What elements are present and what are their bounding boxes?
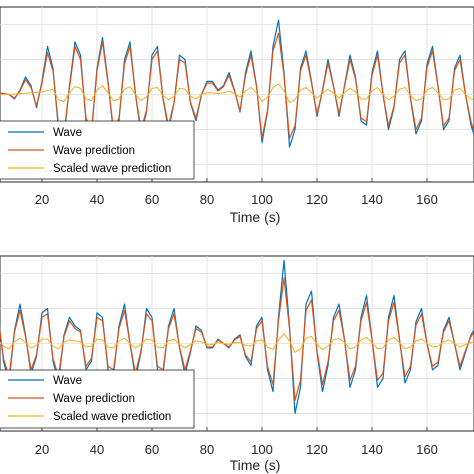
top-x-axis-title: Time (s): [230, 209, 281, 225]
bottom-x-tick-label: 160: [416, 442, 438, 457]
top-x-tick-label: 100: [251, 192, 273, 207]
bottom-x-tick-label: 60: [145, 442, 159, 457]
top-x-tick-label: 40: [90, 192, 104, 207]
bottom-x-tick-label: 20: [35, 442, 49, 457]
bottom-legend-label-wave: Wave: [53, 375, 82, 387]
top-legend-label-scaled-wave-prediction: Scaled wave prediction: [53, 163, 171, 175]
top-x-tick-label: 140: [361, 192, 383, 207]
bottom-x-axis-title: Time (s): [230, 457, 281, 473]
top-series-group: [0, 19, 474, 148]
bottom-panel: 2040608010012014016018 Time (s) Wave Wav…: [0, 255, 474, 473]
bottom-series-group: [0, 259, 474, 415]
top-x-tick-label: 160: [416, 192, 438, 207]
top-x-tick-labels: 2040608010012014016018: [35, 178, 438, 207]
top-legend: Wave Wave prediction Scaled wave predict…: [0, 120, 195, 180]
bottom-x-tick-label: 40: [90, 442, 104, 457]
top-x-tick-label: 60: [145, 192, 159, 207]
top-series-line-wave-prediction: [0, 32, 474, 139]
top-x-tick-label: 20: [35, 192, 49, 207]
bottom-x-tick-label: 80: [200, 442, 214, 457]
top-series-line-scaled-wave-prediction: [0, 83, 474, 103]
bottom-legend: Wave Wave prediction Scaled wave predict…: [0, 369, 195, 429]
bottom-x-tick-label: 140: [361, 442, 383, 457]
bottom-legend-label-wave-prediction: Wave prediction: [53, 393, 135, 405]
top-x-tick-label: 120: [306, 192, 328, 207]
bottom-x-tick-label: 100: [251, 442, 273, 457]
top-legend-label-wave-prediction: Wave prediction: [53, 145, 135, 157]
bottom-series-line-scaled-wave-prediction: [0, 333, 474, 353]
top-legend-label-wave: Wave: [53, 127, 82, 139]
bottom-x-tick-labels: 2040608010012014016018: [35, 427, 438, 457]
top-x-tick-label: 80: [200, 192, 214, 207]
bottom-series-line-wave-prediction: [0, 277, 474, 401]
top-panel: 2040608010012014016018 Time (s) Wave Wav…: [0, 6, 474, 225]
bottom-x-tick-label: 120: [306, 442, 328, 457]
bottom-legend-label-scaled-wave-prediction: Scaled wave prediction: [53, 411, 171, 423]
